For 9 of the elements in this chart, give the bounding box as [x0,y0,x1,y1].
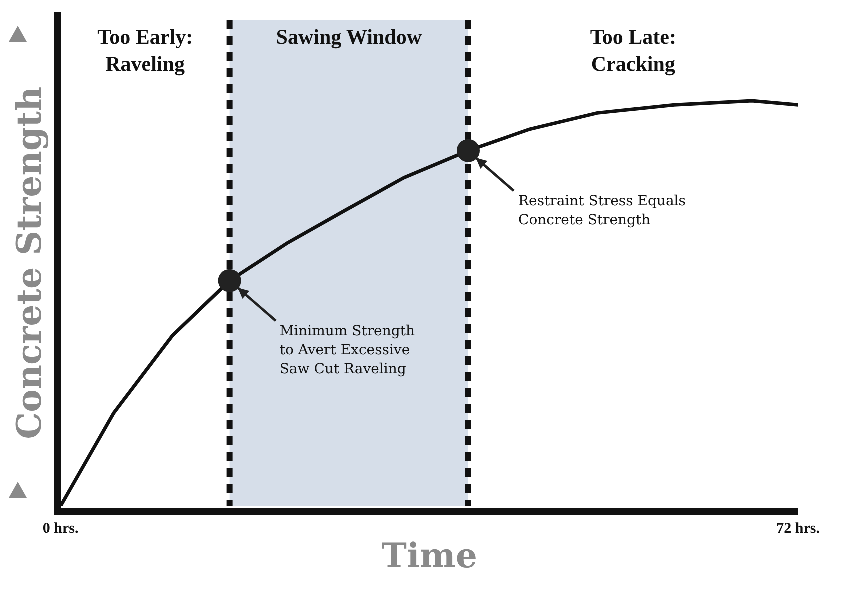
x-tick-label: 0 hrs. [42,521,79,538]
annotation: Restraint Stress Equals Concrete Strength [518,194,686,229]
text: Too Early: Raveling [98,24,194,76]
x-tick-label: 72 hrs. [776,521,820,538]
band-label: Sawing Window [276,24,423,49]
y-axis-title: Concrete Strength [10,86,50,440]
x-axis-title: Time [382,536,478,576]
text: Too Late: Cracking [590,24,676,76]
annotation: Minimum Strength to Avert Excessive Saw Cut Raveling [280,324,415,378]
